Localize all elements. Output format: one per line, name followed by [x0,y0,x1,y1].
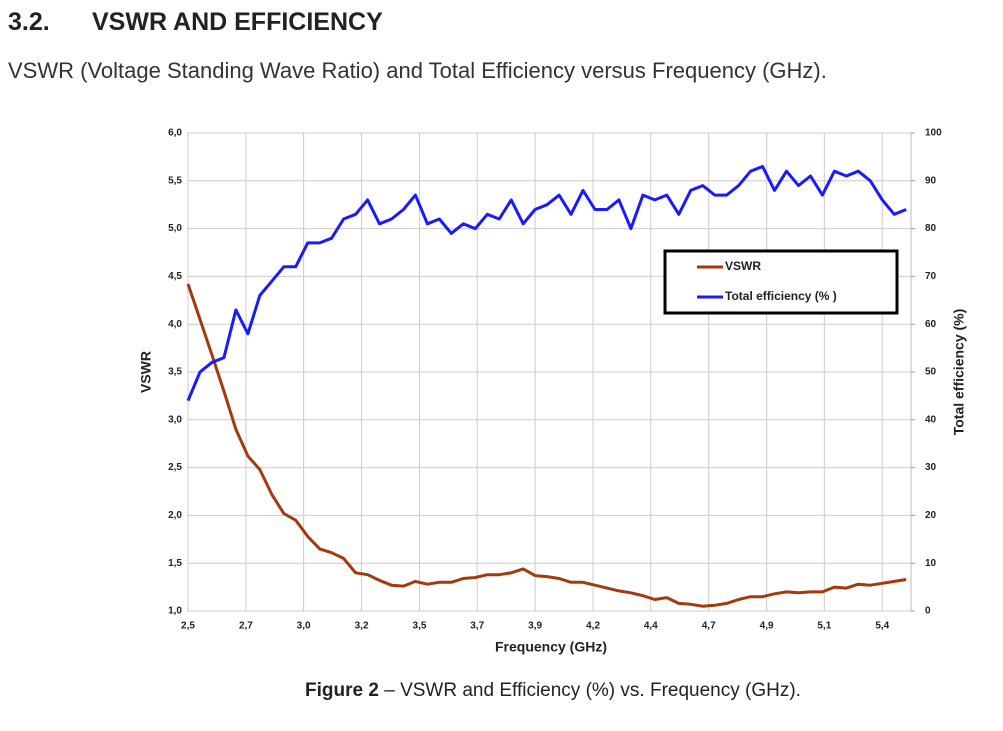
y-tick-label: 3,0 [168,414,182,425]
series-line [186,165,907,402]
x-tick-label: 2,7 [239,621,253,632]
y-tick-label: 1,0 [168,606,182,617]
caption: Figure 2 – VSWR and Efficiency (%) vs. F… [0,680,1003,702]
x-tick-label: 3,0 [297,621,311,632]
y2-tick-label: 30 [925,462,937,473]
y-tick-label: 5,0 [168,223,182,234]
x-tick-label: 3,2 [355,621,369,632]
y-tick-label: 5,5 [168,175,182,186]
x-tick-label: 5,4 [875,621,889,632]
x-tick-label: 2,5 [181,621,195,632]
y2-tick-label: 100 [925,128,942,139]
x-tick-label: 3,5 [413,621,427,632]
y-tick-label: 4,5 [168,271,182,282]
y2-tick-label: 0 [925,606,931,617]
x-tick-label: 3,9 [528,621,542,632]
series-line [186,283,907,608]
caption-label: Figure 2 [305,680,379,701]
y-tick-label: 4,0 [168,319,182,330]
y2-tick-label: 90 [925,175,937,186]
y2-axis-title: Total efficiency (%) [951,309,967,436]
y2-tick-label: 80 [925,223,937,234]
x-tick-label: 4,7 [702,621,716,632]
x-tick-label: 4,9 [760,621,774,632]
x-tick-label: 4,2 [586,621,600,632]
x-tick-label: 4,4 [644,621,658,632]
legend-label: VSWR [725,259,761,273]
y-tick-label: 3,5 [168,367,182,378]
y-tick-label: 1,5 [168,558,182,569]
x-axis-title: Frequency (GHz) [495,639,607,655]
subtitle: VSWR (Voltage Standing Wave Ratio) and T… [8,58,827,83]
section-title: VSWR AND EFFICIENCY [92,8,383,36]
caption-text: – VSWR and Efficiency (%) vs. Frequency … [384,680,801,701]
y-axis-title: VSWR [138,351,154,393]
section-number: 3.2. [8,8,50,36]
y-tick-label: 2,5 [168,462,182,473]
legend-label: Total efficiency (% ) [725,289,837,303]
y2-tick-label: 70 [925,271,937,282]
y2-tick-label: 20 [925,510,937,521]
x-tick-label: 5,1 [817,621,831,632]
legend-box [663,249,899,315]
y-tick-label: 6,0 [168,128,182,139]
y2-tick-label: 60 [925,319,937,330]
y2-tick-label: 10 [925,558,937,569]
y-tick-label: 2,0 [168,510,182,521]
y2-tick-label: 50 [925,367,937,378]
x-tick-label: 3,7 [470,621,484,632]
y2-tick-label: 40 [925,414,937,425]
